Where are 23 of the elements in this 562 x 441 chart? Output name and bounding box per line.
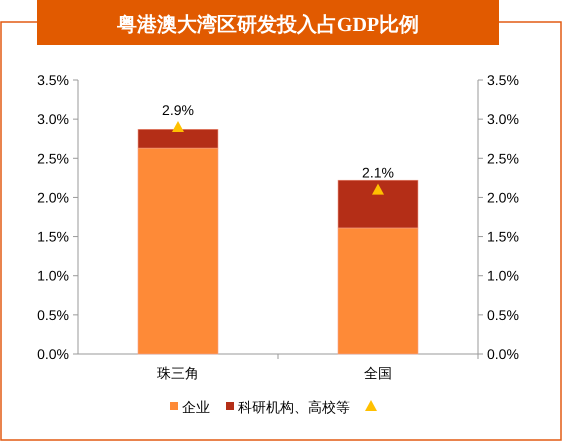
x-tick-label: 全国 xyxy=(364,366,392,382)
y2-tick-label: 2.5% xyxy=(487,150,519,166)
data-label: 2.1% xyxy=(362,164,394,181)
y2-tick-label: 0.0% xyxy=(487,346,519,362)
data-label: 2.9% xyxy=(162,102,194,118)
legend-label: 科研机构、高校等 xyxy=(238,400,350,416)
y2-tick-label: 3.0% xyxy=(487,111,519,128)
y-tick-label: 0.5% xyxy=(37,306,69,323)
y-tick-label: 2.5% xyxy=(37,150,69,166)
y-tick-label: 2.0% xyxy=(37,189,69,206)
x-tick-label: 珠三角 xyxy=(157,366,199,382)
y-tick-label: 1.5% xyxy=(37,228,69,245)
y2-tick-label: 2.0% xyxy=(487,189,519,206)
y-tick-label: 3.5% xyxy=(37,72,69,88)
y-tick-label: 0.0% xyxy=(37,346,69,362)
y-tick-label: 1.0% xyxy=(37,268,69,284)
y2-tick-label: 1.0% xyxy=(487,268,519,284)
y2-tick-label: 0.5% xyxy=(487,306,519,323)
y2-tick-label: 1.5% xyxy=(487,228,519,245)
legend-label: 企业 xyxy=(182,400,210,416)
y-tick-label: 3.0% xyxy=(37,111,69,128)
y2-tick-label: 3.5% xyxy=(487,72,519,88)
chart-title: 粤港澳大湾区研发投入占GDP比例 xyxy=(116,13,420,36)
